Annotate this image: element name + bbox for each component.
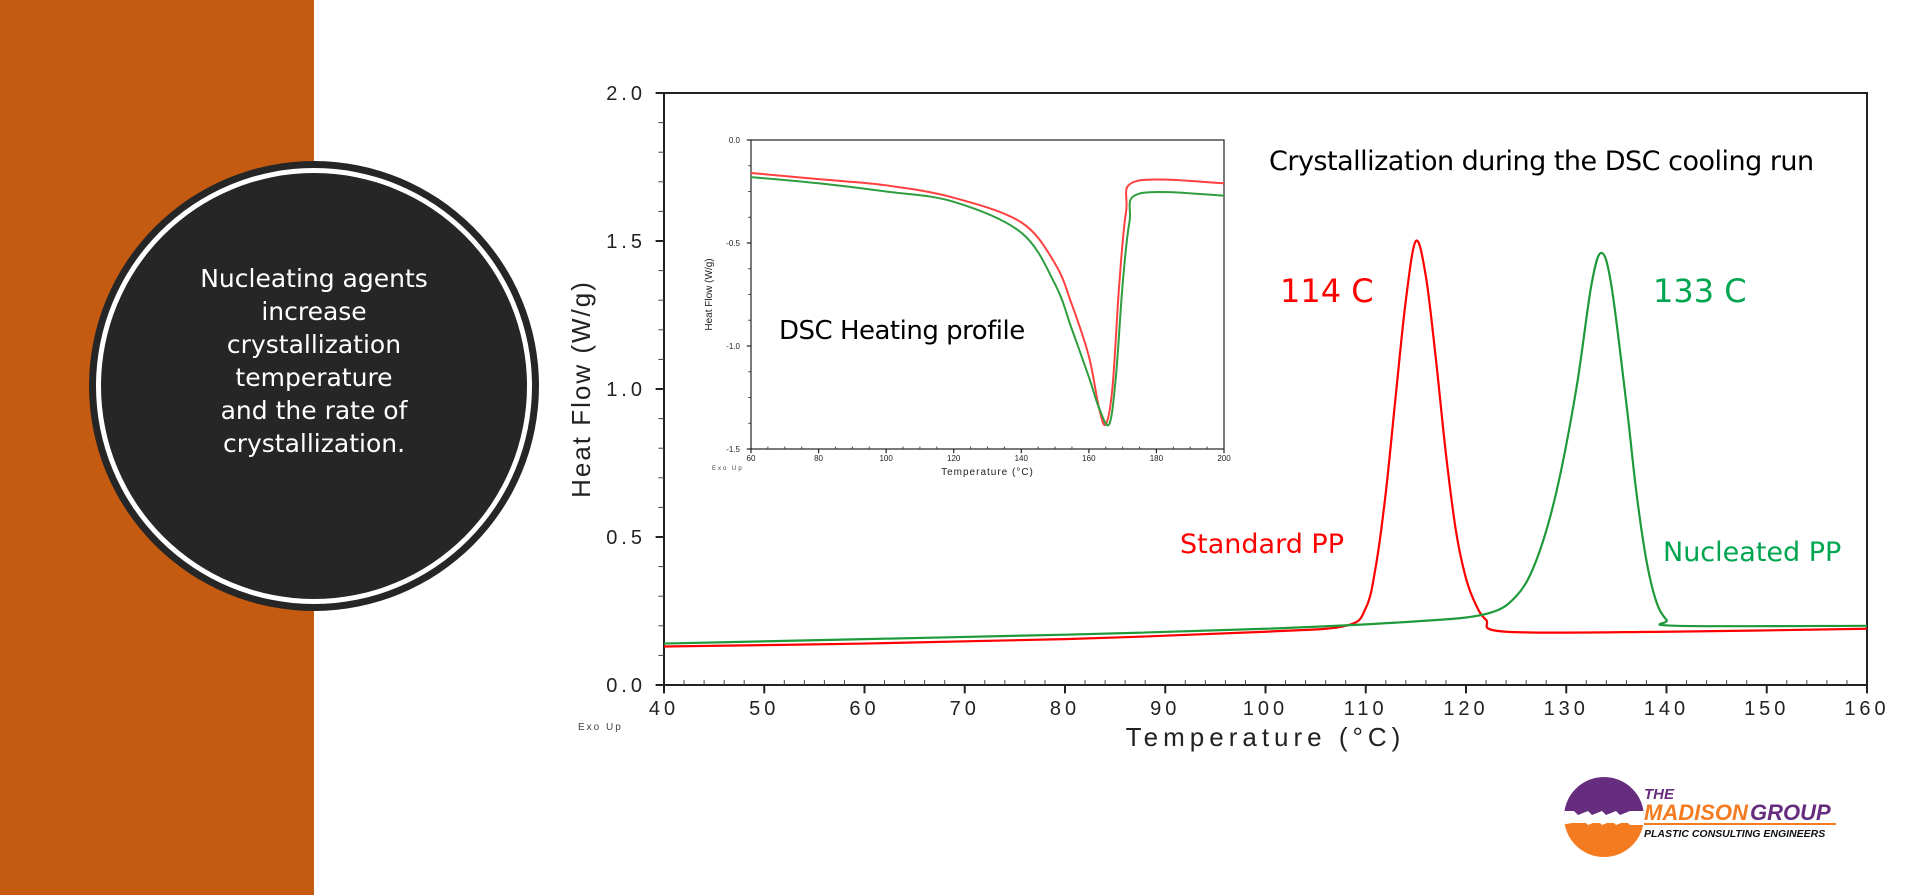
callout-line: Nucleating agents (200, 264, 428, 293)
main-exo-up-note: Exo Up (578, 722, 623, 733)
main-x-tick-label: 80 (1050, 698, 1080, 720)
inset-background (751, 140, 1224, 449)
inset-y-axis-label: Heat Flow (W/g) (704, 258, 715, 330)
main-y-tick-label: 0.5 (606, 527, 646, 549)
inset-y-tick-label: -1.5 (726, 445, 740, 454)
logo-emblem-icon: THE MADISON GROUP PLASTIC CONSULTING ENG… (1564, 777, 1836, 857)
main-x-tick-label: 100 (1243, 698, 1288, 720)
main-x-tick-label: 110 (1344, 698, 1388, 720)
inset-x-tick-label: 80 (814, 454, 823, 463)
inset-annotation-title: DSC Heating profile (779, 316, 1025, 346)
callout-text: Nucleating agents increase crystallizati… (164, 262, 464, 460)
main-y-tick-label: 1.5 (606, 231, 646, 253)
main-x-tick-label: 60 (849, 698, 879, 720)
main-x-tick-label: 130 (1544, 698, 1589, 720)
main-y-axis-label: Heat Flow (W/g) (566, 280, 596, 498)
inset-x-tick-label: 140 (1015, 454, 1029, 463)
logo-text-tagline: PLASTIC CONSULTING ENGINEERS (1644, 828, 1825, 840)
inset-exo-up-note: Exo Up (712, 466, 744, 472)
main-x-tick-label: 40 (649, 698, 679, 720)
main-series-line-nucleated-pp (663, 251, 1868, 645)
main-y-tick-label: 2.0 (606, 83, 646, 105)
main-x-tick-label: 140 (1644, 698, 1689, 720)
main-y-tick-label: 1.0 (606, 379, 646, 401)
chart-annotation-title: Crystallization during the DSC cooling r… (1269, 146, 1814, 177)
logo-text-group: GROUP (1750, 800, 1831, 825)
series-label-nucleated: Nucleated PP (1663, 537, 1842, 568)
madison-group-logo: THE MADISON GROUP PLASTIC CONSULTING ENG… (1560, 775, 1850, 860)
inset-x-axis-label: Temperature (°C) (941, 467, 1034, 478)
inset-x-tick-label: 100 (879, 454, 893, 463)
series-label-standard: Standard PP (1180, 529, 1344, 560)
inset-x-tick-label: 180 (1150, 454, 1164, 463)
inset-y-tick-label: -0.5 (726, 239, 740, 248)
callout-line: crystallization. (222, 429, 406, 458)
main-x-tick-label: 70 (950, 698, 980, 720)
main-x-tick-label: 90 (1150, 698, 1180, 720)
peak-label-nucleated: 133 C (1653, 272, 1747, 310)
inset-series-line-standard-pp (750, 171, 1225, 427)
inset-series-line-nucleated-pp (750, 176, 1225, 427)
inset-y-tick-label: -1.0 (726, 342, 740, 351)
callout-line: increase (261, 297, 367, 326)
callout-line: and the rate of (220, 396, 408, 425)
callout-circle: Nucleating agents increase crystallizati… (101, 173, 527, 599)
callout-line: temperature (235, 363, 393, 392)
peak-label-standard: 114 C (1280, 272, 1374, 310)
logo-text-the: THE (1644, 786, 1675, 803)
main-series-line-standard-pp (663, 239, 1868, 648)
inset-x-tick-label: 60 (747, 454, 756, 463)
main-x-axis-label: Temperature (°C) (1126, 722, 1406, 752)
main-x-tick-label: 160 (1844, 698, 1889, 720)
callout-line: crystallization (226, 330, 402, 359)
main-x-tick-label: 120 (1443, 698, 1488, 720)
logo-text-madison: MADISON (1644, 800, 1749, 825)
main-x-tick-label: 50 (749, 698, 779, 720)
main-x-tick-label: 150 (1744, 698, 1789, 720)
inset-y-tick-label: 0.0 (729, 136, 741, 145)
inset-x-tick-label: 200 (1217, 454, 1231, 463)
inset-x-tick-label: 160 (1082, 454, 1096, 463)
inset-x-tick-label: 120 (947, 454, 961, 463)
main-y-tick-label: 0.0 (606, 675, 646, 697)
